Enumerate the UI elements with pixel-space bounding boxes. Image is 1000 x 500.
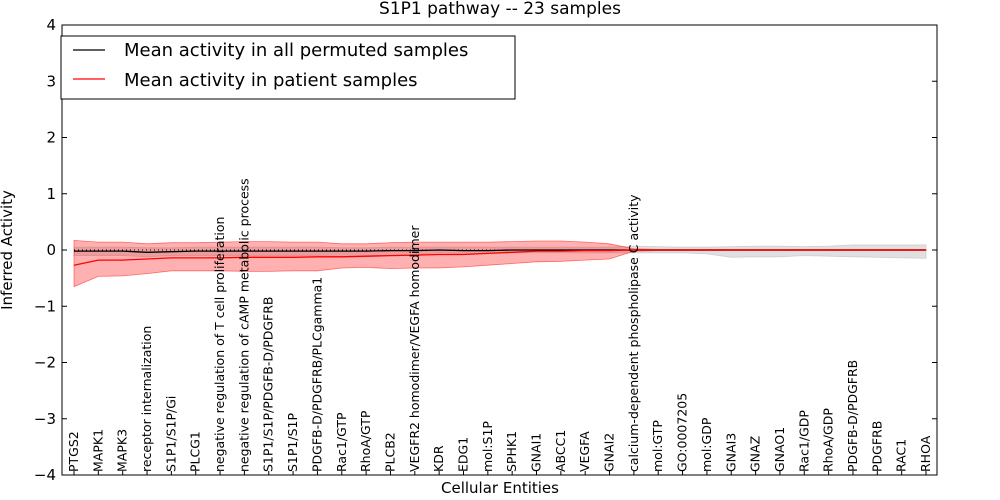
legend: Mean activity in all permuted samples Me… (60, 35, 516, 100)
y-tick-label: −4 (34, 466, 56, 484)
category-label: PLCB2 (383, 432, 398, 472)
category-label: VEGFA (577, 431, 592, 472)
category-labels: PTGS2 MAPK1 MAPK3 receptor internalization S… (66, 178, 933, 472)
legend-label-permuted: Mean activity in all permuted samples (124, 40, 468, 61)
category-label: GO:0007205 (675, 393, 690, 472)
category-label: mol:S1P (480, 421, 495, 472)
category-label: negative regulation of cAMP metabolic pr… (236, 178, 251, 472)
category-label: PLCG1 (188, 431, 203, 472)
category-label: RHOA (918, 435, 933, 472)
y-tick-label: 4 (46, 16, 56, 34)
y-tick-label: −3 (34, 410, 56, 428)
category-label: MAPK1 (90, 429, 105, 472)
y-tick-label: 3 (46, 72, 56, 90)
y-tick-label: −2 (34, 354, 56, 372)
category-label: GNAI1 (529, 433, 544, 472)
category-label: S1P1/S1P (285, 413, 300, 472)
category-label: receptor internalization (139, 326, 154, 472)
category-label: mol:GTP (650, 420, 665, 472)
category-label: SPHK1 (504, 431, 519, 472)
category-label: PDGFB-D/PDGFRB/PLCgamma1 (309, 277, 324, 472)
category-label: PDGFRB (869, 421, 884, 472)
category-label: GNAO1 (772, 427, 787, 472)
y-axis-label: Inferred Activity (0, 190, 16, 310)
category-label: S1P1/S1P/Gi (163, 396, 178, 472)
category-label: RhoA/GDP (821, 408, 836, 472)
category-label: negative regulation of T cell proliferat… (212, 217, 227, 472)
series-line-patient (73, 249, 926, 266)
y-tick-label: 0 (46, 241, 56, 259)
category-label: GNAZ (748, 436, 763, 472)
confidence-bands (73, 239, 927, 288)
y-axis-ticks: 4 3 2 1 0 −1 −2 −3 −4 (34, 16, 937, 484)
category-label: S1P1/S1P/PDGFB-D/PDGFRB (261, 297, 276, 473)
category-label: PTGS2 (66, 431, 81, 472)
legend-box (60, 35, 516, 100)
category-label: Rac1/GDP (796, 410, 811, 472)
category-label: Rac1/GTP (334, 412, 349, 472)
legend-label-patient: Mean activity in patient samples (124, 70, 418, 91)
chart-title: S1P1 pathway -- 23 samples (379, 0, 621, 19)
category-label: ABCC1 (553, 430, 568, 472)
x-axis-label: Cellular Entities (441, 479, 559, 497)
category-label: EDG1 (456, 437, 471, 472)
y-tick-label: 2 (46, 129, 56, 147)
category-label: MAPK3 (115, 429, 130, 472)
y-tick-label: −1 (34, 297, 56, 315)
category-label: RAC1 (894, 439, 909, 472)
series-lines (73, 249, 926, 266)
category-label: VEGFR2 homodimer/VEGFA homodimer (407, 225, 422, 472)
category-label: PDGFB-D/PDGFRB (845, 360, 860, 472)
category-label: GNAI3 (723, 433, 738, 472)
category-label: GNAI2 (602, 433, 617, 472)
category-label: KDR (431, 445, 446, 472)
category-label: mol:GDP (699, 417, 714, 472)
y-tick-label: 1 (46, 185, 56, 203)
category-label: RhoA/GTP (358, 410, 373, 472)
category-label: calcium-dependent phospholipase C activi… (626, 194, 641, 472)
